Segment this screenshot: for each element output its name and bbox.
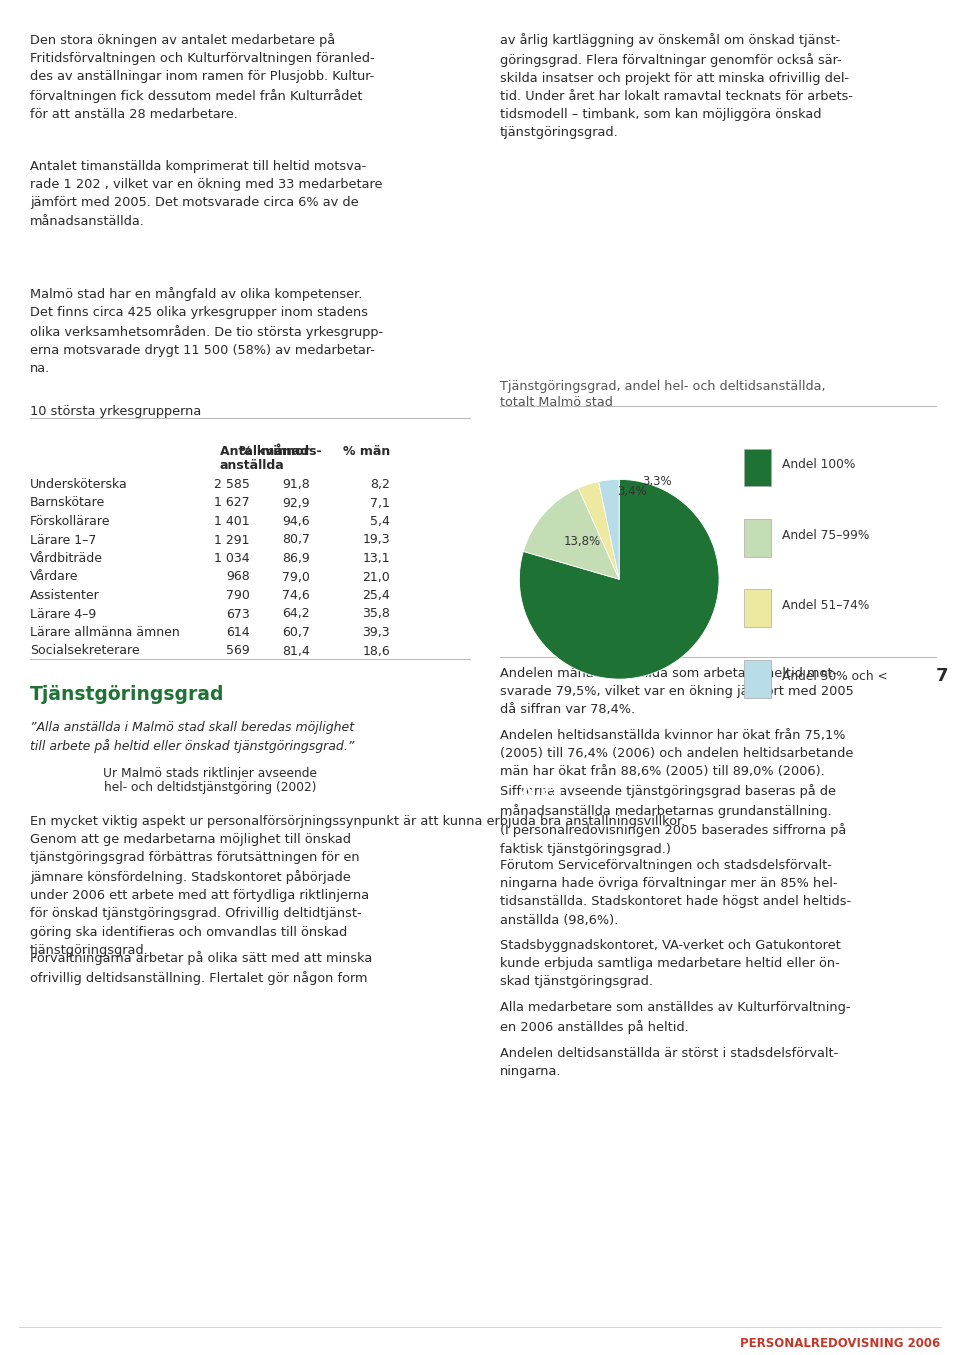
Text: 18,6: 18,6 [362,645,390,657]
Text: 74,6: 74,6 [282,589,310,602]
Text: Barnskötare: Barnskötare [30,496,106,509]
Wedge shape [579,481,619,580]
Text: PERSONALREDOVISNING 2006: PERSONALREDOVISNING 2006 [740,1337,940,1350]
Text: Malmö stad har en mångfald av olika kompetenser.
Det finns circa 425 olika yrkes: Malmö stad har en mångfald av olika komp… [30,287,383,375]
Text: 60,7: 60,7 [282,626,310,640]
Text: Stadsbyggnadskontoret, VA-verket och Gatukontoret
kunde erbjuda samtliga medarbe: Stadsbyggnadskontoret, VA-verket och Gat… [500,939,841,988]
Text: Lärare 4–9: Lärare 4–9 [30,607,96,621]
Text: 25,4: 25,4 [362,589,390,602]
Text: Socialsekreterare: Socialsekreterare [30,645,139,657]
Text: 790: 790 [227,589,250,602]
Text: Förvaltningarna arbetar på olika sätt med att minska
ofrivillig deltidsanställni: Förvaltningarna arbetar på olika sätt me… [30,951,372,985]
Text: 2 585: 2 585 [214,478,250,491]
Text: 92,9: 92,9 [282,496,310,509]
Text: 7,1: 7,1 [371,496,390,509]
Text: 673: 673 [227,607,250,621]
Wedge shape [599,480,619,580]
Wedge shape [519,480,719,679]
Text: 968: 968 [227,570,250,584]
Text: Andelen deltidsanställda är störst i stadsdelsförvalt-
ningarna.: Andelen deltidsanställda är störst i sta… [500,1047,838,1079]
Bar [744,519,771,557]
Text: 94,6: 94,6 [282,515,310,528]
Bar [744,589,771,627]
Text: totalt Malmö stad: totalt Malmö stad [500,396,612,409]
Text: Förutom Serviceförvaltningen och stadsdelsförvalt-
ningarna hade övriga förvaltn: Förutom Serviceförvaltningen och stadsde… [500,859,852,927]
Text: 8,2: 8,2 [371,478,390,491]
Text: Assistenter: Assistenter [30,589,100,602]
Text: ”Alla anställda i Malmö stad skall beredas möjlighet
till arbete på heltid eller: ”Alla anställda i Malmö stad skall bered… [30,721,354,753]
Text: Lärare allmänna ämnen: Lärare allmänna ämnen [30,626,180,640]
Text: 1 034: 1 034 [214,551,250,565]
Text: av årlig kartläggning av önskemål om önskad tjänst-
göringsgrad. Flera förvaltni: av årlig kartläggning av önskemål om öns… [500,33,853,140]
Text: hel- och deltidstjänstgöring (2002): hel- och deltidstjänstgöring (2002) [104,780,316,794]
Text: 13,1: 13,1 [362,551,390,565]
Text: 86,9: 86,9 [282,551,310,565]
Text: 64,2: 64,2 [282,607,310,621]
Text: Undersköterska: Undersköterska [30,478,128,491]
Text: Andelen heltidsanställda kvinnor har ökat från 75,1%
(2005) till 76,4% (2006) oc: Andelen heltidsanställda kvinnor har öka… [500,729,853,855]
Text: 3,3%: 3,3% [642,474,672,488]
Text: 3,4%: 3,4% [617,485,647,497]
Text: 35,8: 35,8 [362,607,390,621]
Text: Tjänstgöringsgrad: Tjänstgöringsgrad [30,686,225,705]
Text: Den stora ökningen av antalet medarbetare på
Fritidsförvaltningen och Kulturförv: Den stora ökningen av antalet medarbetar… [30,33,374,121]
Text: 1 291: 1 291 [214,534,250,546]
Text: 39,3: 39,3 [362,626,390,640]
Text: % kvinnor: % kvinnor [240,444,310,458]
Text: 19,3: 19,3 [362,534,390,546]
Text: 5,4: 5,4 [371,515,390,528]
Wedge shape [523,488,619,580]
Text: 79,0: 79,0 [282,570,310,584]
Text: Alla medarbetare som anställdes av Kulturförvaltning-
en 2006 anställdes på helt: Alla medarbetare som anställdes av Kultu… [500,1001,851,1034]
Text: Vårdbiträde: Vårdbiträde [30,551,103,565]
Text: Andelen månadsanställda som arbetade heltid mot-
svarade 79,5%, vilket var en ök: Andelen månadsanställda som arbetade hel… [500,667,853,717]
Bar [744,449,771,486]
Text: 7: 7 [935,667,948,686]
Text: Andel 51–74%: Andel 51–74% [782,599,870,612]
Text: 13,8%: 13,8% [564,535,601,547]
Text: 81,4: 81,4 [282,645,310,657]
Text: Andel 50% och <: Andel 50% och < [782,669,888,683]
Text: % män: % män [343,444,390,458]
Text: 80,7: 80,7 [282,534,310,546]
Text: Vårdare: Vårdare [30,570,79,584]
Text: Ur Malmö stads riktlinjer avseende: Ur Malmö stads riktlinjer avseende [103,767,317,780]
Text: Antal månads-: Antal månads- [220,444,322,458]
Text: Antalet timanställda komprimerat till heltid motsva-
rade 1 202 , vilket var en : Antalet timanställda komprimerat till he… [30,160,382,228]
Text: Förskollärare: Förskollärare [30,515,110,528]
Text: 21,0: 21,0 [362,570,390,584]
Text: 569: 569 [227,645,250,657]
Text: 614: 614 [227,626,250,640]
Text: 91,8: 91,8 [282,478,310,491]
Text: Tjänstgöringsgrad, andel hel- och deltidsanställda,: Tjänstgöringsgrad, andel hel- och deltid… [500,379,826,393]
Text: Andel 75–99%: Andel 75–99% [782,528,870,542]
Text: 10 största yrkesgrupperna: 10 största yrkesgrupperna [30,405,202,417]
Text: Lärare 1–7: Lärare 1–7 [30,534,96,546]
Text: Andel 100%: Andel 100% [782,458,855,472]
Text: 1 401: 1 401 [214,515,250,528]
Text: En mycket viktig aspekt ur personalförsörjningssynpunkt är att kunna erbjuda bra: En mycket viktig aspekt ur personalförsö… [30,814,685,957]
Text: anställda: anställda [220,459,285,472]
Text: 79,5%: 79,5% [517,785,561,798]
Text: 1 627: 1 627 [214,496,250,509]
Bar [744,660,771,698]
